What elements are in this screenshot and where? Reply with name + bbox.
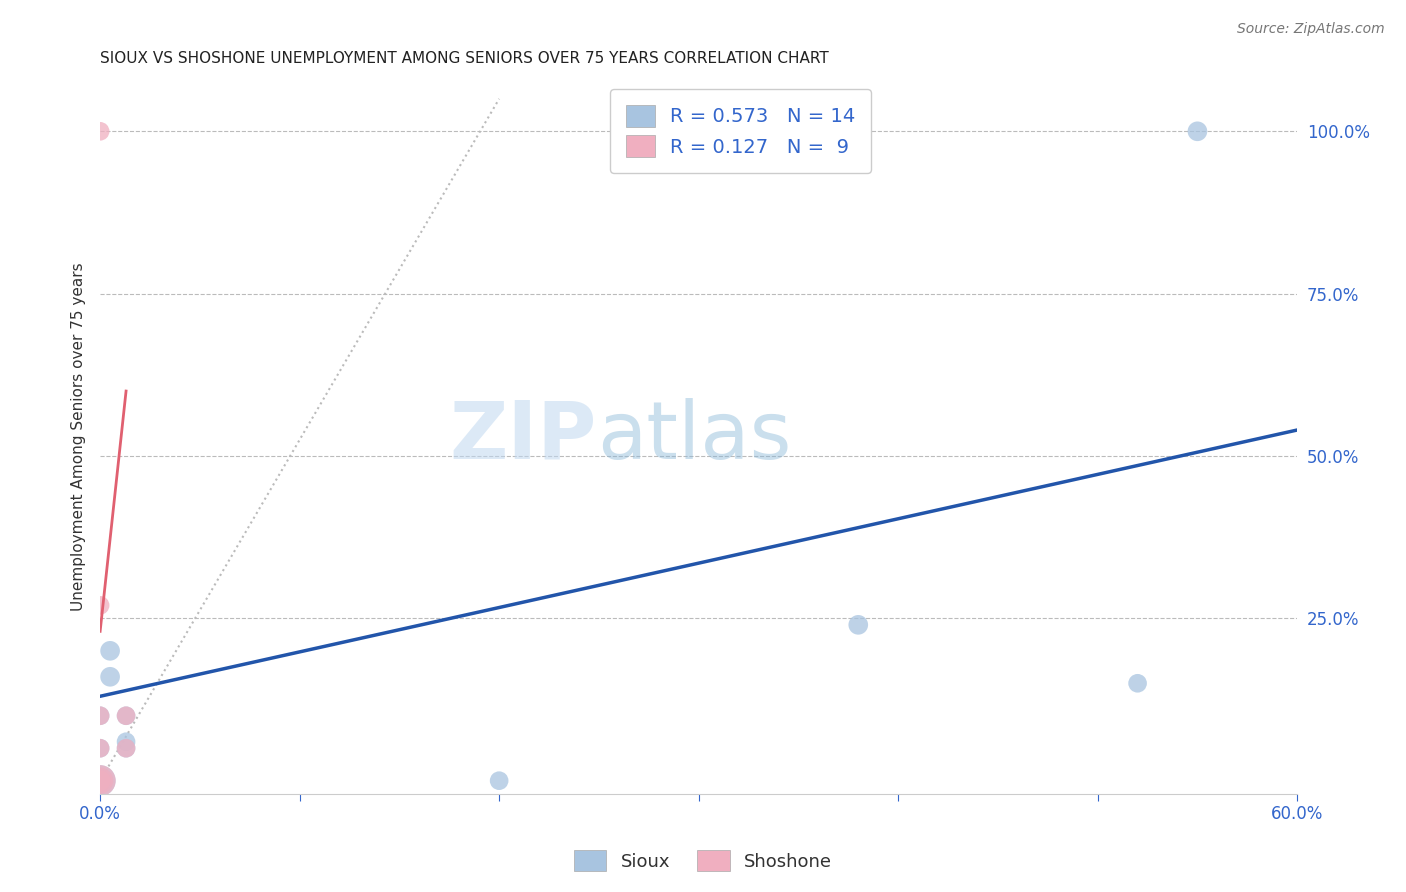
Legend: R = 0.573   N = 14, R = 0.127   N =  9: R = 0.573 N = 14, R = 0.127 N = 9	[610, 89, 872, 173]
Point	[1187, 124, 1209, 138]
Point	[89, 773, 111, 788]
Point	[98, 644, 121, 658]
Point	[89, 741, 111, 756]
Point	[89, 124, 111, 138]
Point	[89, 773, 111, 788]
Text: Source: ZipAtlas.com: Source: ZipAtlas.com	[1237, 22, 1385, 37]
Point	[1126, 676, 1149, 690]
Point	[89, 741, 111, 756]
Point	[89, 708, 111, 723]
Point	[89, 773, 111, 788]
Text: SIOUX VS SHOSHONE UNEMPLOYMENT AMONG SENIORS OVER 75 YEARS CORRELATION CHART: SIOUX VS SHOSHONE UNEMPLOYMENT AMONG SEN…	[100, 51, 830, 66]
Point	[89, 773, 111, 788]
Point	[115, 741, 138, 756]
Point	[115, 708, 138, 723]
Point	[98, 670, 121, 684]
Point	[89, 708, 111, 723]
Point	[115, 735, 138, 749]
Y-axis label: Unemployment Among Seniors over 75 years: Unemployment Among Seniors over 75 years	[72, 262, 86, 611]
Legend: Sioux, Shoshone: Sioux, Shoshone	[567, 843, 839, 879]
Point	[89, 773, 111, 788]
Point	[846, 617, 869, 632]
Point	[89, 599, 111, 613]
Point	[115, 741, 138, 756]
Point	[89, 773, 111, 788]
Text: atlas: atlas	[598, 398, 792, 475]
Point	[488, 773, 510, 788]
Point	[115, 708, 138, 723]
Text: ZIP: ZIP	[450, 398, 598, 475]
